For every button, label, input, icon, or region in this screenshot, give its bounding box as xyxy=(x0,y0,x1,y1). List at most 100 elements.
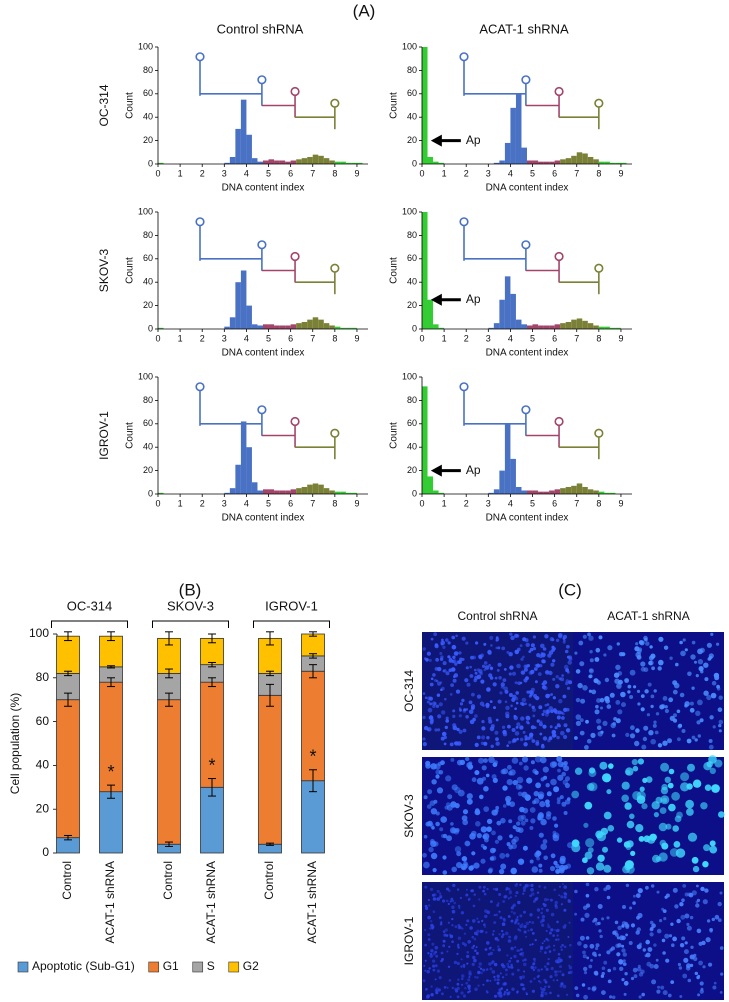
cell-nucleus xyxy=(711,784,720,793)
cell-nucleus xyxy=(682,884,687,888)
cell-nucleus xyxy=(504,700,508,704)
cell-nucleus xyxy=(649,645,653,649)
cell-nucleus xyxy=(427,696,431,701)
cell-nucleus xyxy=(678,723,683,728)
cell-nucleus xyxy=(690,654,696,660)
cell-nucleus xyxy=(473,668,477,672)
cell-nucleus xyxy=(471,946,475,950)
cell-nucleus xyxy=(491,970,496,974)
cell-nucleus xyxy=(709,845,718,854)
cell-nucleus xyxy=(603,811,612,820)
error-bar xyxy=(165,668,173,679)
cell-nucleus xyxy=(630,976,635,981)
cell-nucleus xyxy=(423,861,430,869)
cell-nucleus xyxy=(537,816,542,821)
cell-nucleus xyxy=(520,814,526,820)
cell-nucleus xyxy=(585,838,595,848)
cell-nucleus xyxy=(439,652,443,655)
cell-nucleus xyxy=(492,948,495,952)
cell-nucleus xyxy=(549,761,557,768)
histogram-bar xyxy=(499,160,505,164)
cell-nucleus xyxy=(574,651,578,655)
cell-nucleus xyxy=(622,952,627,957)
cell-nucleus xyxy=(540,907,544,910)
cell-nucleus xyxy=(588,689,593,693)
group-bracket xyxy=(51,620,128,628)
cell-nucleus xyxy=(595,704,599,709)
cell-nucleus xyxy=(584,851,593,860)
cell-nucleus xyxy=(536,856,540,861)
cell-nucleus xyxy=(551,638,555,642)
cell-nucleus xyxy=(562,637,566,640)
cell-nucleus xyxy=(544,980,548,984)
cell-nucleus xyxy=(559,945,563,949)
histogram-bar xyxy=(543,325,550,329)
cell-nucleus xyxy=(510,966,514,969)
error-bar xyxy=(208,677,216,688)
y-tick-label: 80 xyxy=(407,65,417,75)
cell-nucleus xyxy=(510,907,513,909)
cell-nucleus xyxy=(687,763,695,772)
histogram-bar xyxy=(351,327,357,329)
cell-nucleus xyxy=(476,777,484,785)
cell-nucleus xyxy=(505,853,510,858)
cell-nucleus xyxy=(550,778,557,786)
cell-nucleus xyxy=(465,982,469,985)
cell-nucleus xyxy=(461,815,468,822)
cell-nucleus xyxy=(659,807,667,814)
x-axis-label: DNA content index xyxy=(222,348,305,359)
histogram-bar xyxy=(290,324,297,329)
cell-nucleus xyxy=(580,917,585,922)
cell-nucleus xyxy=(431,942,435,946)
cell-nucleus xyxy=(429,682,434,687)
cell-nucleus xyxy=(469,764,474,769)
histogram-bar xyxy=(351,492,357,494)
histogram-bar xyxy=(312,483,319,494)
histogram-bar xyxy=(268,324,275,329)
x-tick-label: Control xyxy=(60,861,74,900)
cell-nucleus xyxy=(553,944,556,947)
histogram-bar xyxy=(538,325,544,329)
cell-nucleus xyxy=(614,678,620,684)
cell-nucleus xyxy=(505,931,509,936)
cell-nucleus xyxy=(616,952,621,957)
histogram-bar xyxy=(438,492,445,494)
cell-nucleus xyxy=(469,719,475,725)
cell-nucleus xyxy=(624,678,629,683)
legend-swatch xyxy=(148,961,160,973)
cell-nucleus xyxy=(476,976,479,979)
row-label: OC-314 xyxy=(97,84,111,126)
histogram-bar xyxy=(318,484,324,494)
cell-nucleus xyxy=(467,940,472,944)
cell-nucleus xyxy=(559,795,564,800)
cell-nucleus xyxy=(554,970,557,974)
cell-nucleus xyxy=(472,904,476,908)
cell-nucleus xyxy=(428,658,432,662)
cell-nucleus xyxy=(622,905,626,909)
cell-nucleus xyxy=(559,970,562,973)
cell-nucleus xyxy=(578,640,584,646)
cell-nucleus xyxy=(508,966,511,969)
cell-nucleus xyxy=(513,714,517,718)
histogram-bar xyxy=(307,156,313,164)
cell-nucleus xyxy=(523,924,527,929)
cell-nucleus xyxy=(692,865,700,873)
cell-nucleus xyxy=(487,868,493,874)
histogram-bar xyxy=(296,488,302,494)
cell-nucleus xyxy=(508,819,513,824)
cell-nucleus xyxy=(452,678,457,683)
cell-nucleus xyxy=(555,938,558,941)
histogram-bar xyxy=(587,156,594,164)
histogram-bar xyxy=(554,489,561,494)
cell-nucleus xyxy=(452,709,456,713)
y-tick-label: 0 xyxy=(412,488,417,498)
cell-nucleus xyxy=(508,845,513,850)
cell-nucleus xyxy=(529,943,532,947)
gate-marker xyxy=(257,240,267,250)
bar-segment xyxy=(258,694,282,845)
cell-nucleus xyxy=(505,705,510,711)
cell-nucleus xyxy=(561,943,564,947)
cell-nucleus xyxy=(435,774,440,779)
cell-nucleus xyxy=(456,961,460,966)
cell-nucleus xyxy=(637,912,643,919)
